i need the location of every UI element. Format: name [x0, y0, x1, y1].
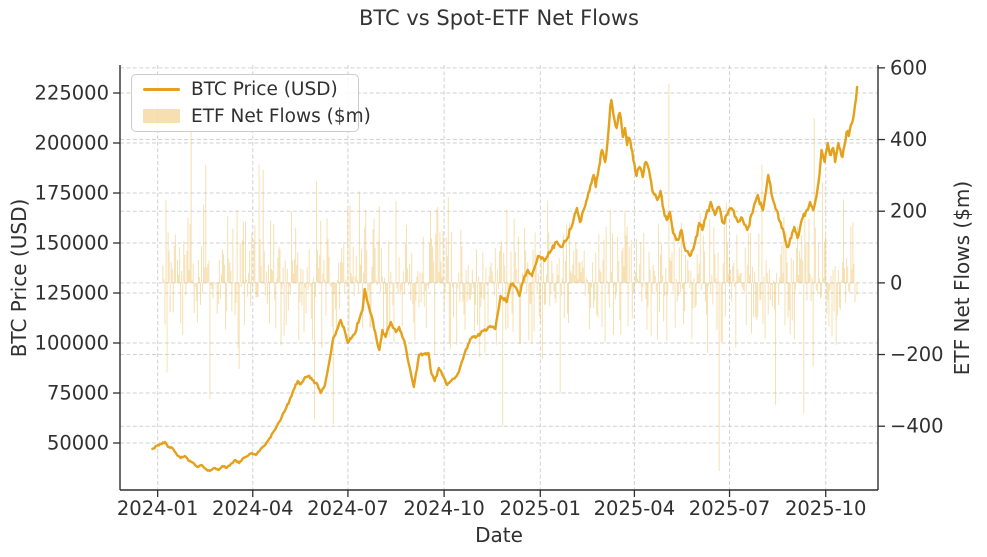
tick-labels: 50000 75000 100000 125000 150000 175000 200000… — [35, 56, 944, 520]
svg-text:50000: 50000 — [47, 432, 109, 455]
legend-bar-swatch — [143, 109, 180, 124]
y-axis-label-left: BTC Price (USD) — [7, 198, 31, 358]
grid-lines — [120, 65, 878, 490]
svg-text:−400: −400 — [890, 415, 944, 438]
axes-spines — [119, 65, 879, 491]
svg-text:200: 200 — [890, 200, 927, 223]
svg-text:−200: −200 — [890, 343, 944, 366]
svg-text:125000: 125000 — [35, 282, 109, 305]
tick-marks — [113, 67, 885, 497]
svg-text:75000: 75000 — [47, 382, 109, 405]
svg-text:2025-10: 2025-10 — [785, 497, 866, 520]
svg-text:2024-07: 2024-07 — [307, 497, 388, 520]
svg-text:100000: 100000 — [35, 332, 109, 355]
btc-price-line — [151, 85, 859, 473]
svg-text:2024-10: 2024-10 — [403, 497, 484, 520]
svg-text:225000: 225000 — [35, 82, 109, 105]
svg-text:200000: 200000 — [35, 132, 109, 155]
y-axis-label-right: ETF Net Flows ($m) — [950, 180, 974, 376]
legend-line-swatch — [143, 88, 180, 92]
chart-title: BTC vs Spot-ETF Net Flows — [359, 6, 639, 30]
svg-text:175000: 175000 — [35, 182, 109, 205]
svg-text:2024-01: 2024-01 — [117, 497, 198, 520]
legend-label-etf-flows: ETF Net Flows ($m) — [191, 105, 371, 127]
svg-text:2025-07: 2025-07 — [689, 497, 770, 520]
svg-text:2024-04: 2024-04 — [212, 497, 293, 520]
svg-text:2025-01: 2025-01 — [500, 497, 581, 520]
etf-net-flows-bars — [162, 83, 858, 472]
legend-label-btc-price: BTC Price (USD) — [191, 79, 338, 101]
svg-text:150000: 150000 — [35, 232, 109, 255]
x-axis-label: Date — [475, 523, 523, 547]
svg-text:0: 0 — [890, 271, 902, 294]
svg-text:600: 600 — [890, 56, 927, 79]
legend-item-etf-flows: ETF Net Flows ($m) — [143, 106, 371, 127]
legend: BTC Price (USD) ETF Net Flows ($m) — [131, 74, 371, 132]
svg-text:2025-04: 2025-04 — [594, 497, 675, 520]
legend-item-btc-price: BTC Price (USD) — [143, 79, 347, 100]
svg-text:400: 400 — [890, 128, 927, 151]
